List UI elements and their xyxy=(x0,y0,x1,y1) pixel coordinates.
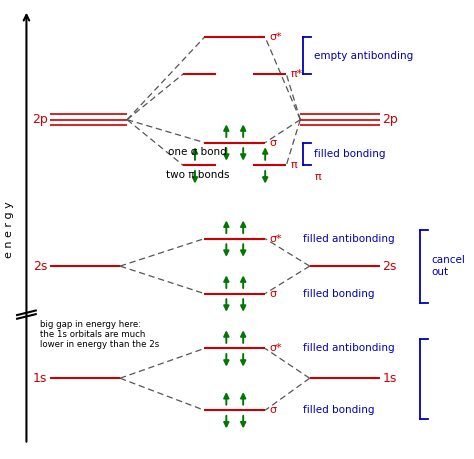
Text: π*: π* xyxy=(291,69,303,79)
Text: cancel
out: cancel out xyxy=(431,255,465,277)
Text: σ: σ xyxy=(270,138,277,147)
Text: empty antibonding: empty antibonding xyxy=(314,50,414,61)
Text: 1s: 1s xyxy=(382,372,397,385)
Text: one σ bond: one σ bond xyxy=(168,147,227,157)
Text: 2s: 2s xyxy=(33,260,47,273)
Text: π: π xyxy=(291,161,298,170)
Text: filled bonding: filled bonding xyxy=(302,405,374,415)
Text: 1s: 1s xyxy=(33,372,47,385)
Text: two π bonds: two π bonds xyxy=(165,170,229,180)
Text: σ: σ xyxy=(270,405,277,415)
Text: filled bonding: filled bonding xyxy=(314,149,386,159)
Text: filled antibonding: filled antibonding xyxy=(302,343,394,353)
Text: filled antibonding: filled antibonding xyxy=(302,234,394,244)
Text: e n e r g y: e n e r g y xyxy=(4,201,14,258)
Text: π: π xyxy=(314,172,321,182)
Text: big gap in energy here:
the 1s orbitals are much
lower in energy than the 2s: big gap in energy here: the 1s orbitals … xyxy=(40,319,160,349)
Text: 2s: 2s xyxy=(382,260,397,273)
Text: 2p: 2p xyxy=(382,113,398,126)
Text: σ*: σ* xyxy=(270,32,283,42)
Text: σ*: σ* xyxy=(270,234,283,244)
Text: σ*: σ* xyxy=(270,343,283,353)
Text: 2p: 2p xyxy=(32,113,47,126)
Text: filled bonding: filled bonding xyxy=(302,289,374,298)
Text: σ: σ xyxy=(270,289,277,298)
